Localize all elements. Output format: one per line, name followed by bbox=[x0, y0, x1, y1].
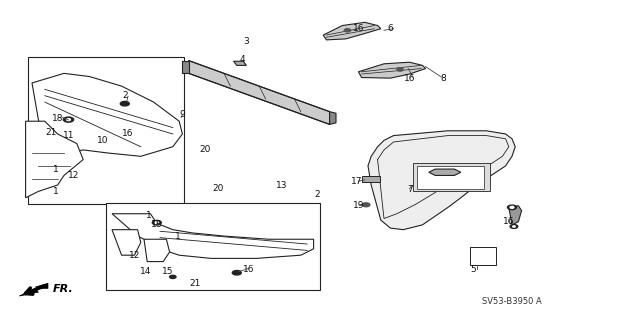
Circle shape bbox=[344, 29, 351, 32]
Text: 20: 20 bbox=[212, 184, 223, 193]
Polygon shape bbox=[358, 62, 426, 78]
Text: 9: 9 bbox=[180, 110, 185, 119]
Polygon shape bbox=[234, 61, 246, 65]
Text: 16: 16 bbox=[243, 265, 254, 274]
Circle shape bbox=[510, 225, 518, 228]
Text: 17: 17 bbox=[351, 177, 363, 186]
Text: 1: 1 bbox=[146, 211, 151, 220]
Polygon shape bbox=[330, 112, 336, 124]
Text: 8: 8 bbox=[440, 74, 445, 83]
Circle shape bbox=[232, 271, 241, 275]
FancyBboxPatch shape bbox=[413, 163, 490, 191]
Text: 10: 10 bbox=[97, 136, 108, 145]
Polygon shape bbox=[509, 206, 522, 225]
Polygon shape bbox=[26, 121, 83, 198]
Circle shape bbox=[63, 117, 74, 122]
Text: 2: 2 bbox=[122, 91, 127, 100]
Text: 7: 7 bbox=[407, 185, 412, 194]
Text: 18: 18 bbox=[52, 114, 63, 122]
Circle shape bbox=[510, 206, 514, 208]
Polygon shape bbox=[144, 239, 170, 262]
Text: 15: 15 bbox=[162, 267, 173, 276]
Text: 16: 16 bbox=[503, 217, 515, 226]
Text: SV53-B3950 A: SV53-B3950 A bbox=[482, 297, 542, 306]
Text: 4: 4 bbox=[239, 55, 244, 63]
Polygon shape bbox=[323, 22, 381, 40]
Text: 14: 14 bbox=[140, 267, 151, 276]
FancyBboxPatch shape bbox=[362, 176, 380, 182]
Text: 21: 21 bbox=[45, 128, 57, 137]
Polygon shape bbox=[32, 73, 182, 156]
Text: 11: 11 bbox=[63, 131, 75, 140]
Circle shape bbox=[397, 68, 403, 71]
Text: FR.: FR. bbox=[52, 284, 73, 294]
Polygon shape bbox=[429, 169, 461, 175]
Text: 3: 3 bbox=[244, 37, 249, 46]
Circle shape bbox=[155, 222, 159, 224]
Polygon shape bbox=[368, 131, 515, 230]
Text: 5: 5 bbox=[471, 265, 476, 274]
Text: 20: 20 bbox=[199, 145, 211, 154]
Circle shape bbox=[120, 101, 129, 106]
Circle shape bbox=[152, 220, 161, 225]
Circle shape bbox=[67, 119, 70, 121]
Text: 1: 1 bbox=[54, 187, 59, 196]
Polygon shape bbox=[112, 214, 314, 258]
FancyBboxPatch shape bbox=[28, 57, 184, 204]
Text: 2: 2 bbox=[314, 190, 319, 199]
Text: 16: 16 bbox=[353, 24, 364, 33]
Text: 1: 1 bbox=[175, 232, 180, 241]
Text: 1: 1 bbox=[54, 165, 59, 174]
Circle shape bbox=[170, 275, 176, 278]
Circle shape bbox=[362, 203, 370, 207]
FancyBboxPatch shape bbox=[417, 166, 484, 189]
Text: 16: 16 bbox=[404, 74, 415, 83]
Text: 19: 19 bbox=[353, 201, 364, 210]
FancyBboxPatch shape bbox=[106, 203, 320, 290]
Polygon shape bbox=[112, 230, 141, 255]
Circle shape bbox=[513, 226, 515, 227]
Circle shape bbox=[508, 205, 516, 210]
FancyBboxPatch shape bbox=[470, 247, 496, 265]
Text: 21: 21 bbox=[189, 279, 201, 288]
Polygon shape bbox=[189, 61, 330, 124]
Text: 6: 6 bbox=[388, 24, 393, 33]
Text: 18: 18 bbox=[151, 220, 163, 229]
Text: 16: 16 bbox=[122, 130, 134, 138]
Text: 12: 12 bbox=[129, 251, 140, 260]
Polygon shape bbox=[182, 61, 189, 73]
Polygon shape bbox=[19, 283, 48, 296]
Text: 12: 12 bbox=[68, 171, 79, 180]
Text: 13: 13 bbox=[276, 181, 287, 189]
